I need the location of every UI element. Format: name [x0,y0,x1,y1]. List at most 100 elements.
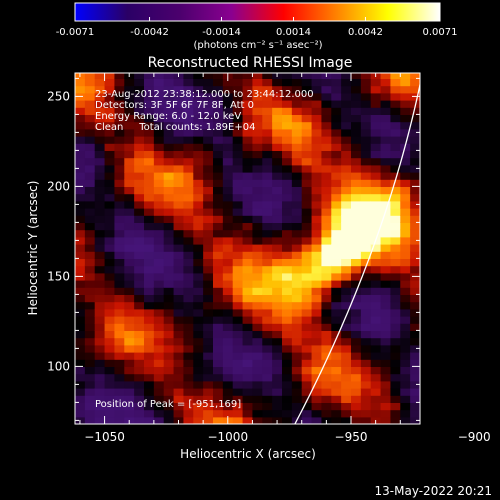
heatmap-cell [153,359,165,367]
heatmap-cell [163,222,175,231]
heatmap-cell [163,208,175,216]
heatmap-cell [94,114,106,123]
heatmap-cell [370,272,382,281]
heatmap-cell [213,380,224,389]
heatmap-cell [252,143,263,151]
heatmap-cell [114,265,125,274]
heatmap-cell [94,337,106,346]
heatmap-cell [213,236,224,245]
heatmap-cell [124,143,135,151]
heatmap-cell [163,200,175,209]
heatmap-cell [252,344,263,353]
heatmap-cell [114,107,125,115]
heatmap-cell [153,157,165,166]
heatmap-cell [252,244,263,252]
heatmap-cell [252,337,263,346]
heatmap-cell [232,164,244,173]
heatmap-cell [400,186,411,195]
heatmap-cell [311,172,323,180]
heatmap-cell [153,73,165,79]
heatmap-cell [262,164,273,173]
heatmap-cell [193,193,204,202]
heatmap-cell [213,272,224,281]
heatmap-cell [173,395,185,403]
heatmap-cell [341,316,352,324]
heatmap-cell [272,294,283,303]
heatmap-cell [193,100,204,108]
heatmap-cell [390,229,401,238]
heatmap-cell [311,373,323,382]
heatmap-cell [400,150,411,159]
heatmap-cell [153,208,165,216]
heatmap-cell [242,380,254,389]
heatmap-cell [163,416,175,424]
heatmap-cell [252,136,263,144]
heatmap-cell [321,172,332,180]
heatmap-cell [390,143,401,151]
heatmap-cell [262,388,273,396]
heatmap-cell [213,164,224,173]
heatmap-cell [75,193,86,202]
heatmap-cell [203,164,214,173]
heatmap-cell [380,373,392,382]
heatmap-cell [193,265,204,274]
heatmap-cell [94,200,106,209]
heatmap-cell [272,128,283,137]
heatmap-cell [272,265,283,274]
heatmap-cell [272,301,283,310]
heatmap-cell [410,215,420,223]
heatmap-cell [272,330,283,339]
heatmap-cell [203,100,214,108]
heatmap-cell [213,186,224,195]
heatmap-cell [144,352,155,360]
heatmap-cell [410,258,420,267]
heatmap-cell [94,265,106,274]
heatmap-cell [252,373,263,382]
heatmap-cell [84,416,96,424]
heatmap-cell [331,186,342,195]
heatmap-cell [242,344,254,353]
heatmap-cell [301,409,313,418]
heatmap-cell [380,409,392,418]
heatmap-cell [301,150,313,159]
heatmap-cell [84,258,96,267]
heatmap-cell [193,179,204,187]
heatmap-cell [173,215,185,223]
heatmap-cell [370,380,382,389]
heatmap-cell [213,251,224,259]
heatmap-cell [311,280,323,288]
heatmap-cell [153,107,165,115]
heatmap-cell [351,186,362,195]
heatmap-cell [144,150,155,159]
heatmap-cell [351,215,362,223]
heatmap-cell [400,323,411,331]
plot-frame [74,72,421,425]
heatmap-cell [301,330,313,339]
heatmap-cell [321,388,332,396]
heatmap-cell [301,114,313,123]
heatmap-cell [291,373,303,382]
heatmap-cell [311,114,323,123]
heatmap-cell [183,107,194,115]
heatmap-cell [311,409,323,418]
heatmap-cell [183,337,194,346]
heatmap-cell [262,179,273,187]
heatmap-cell [252,229,263,238]
heatmap-cell [370,308,382,317]
heatmap-cell [291,301,303,310]
heatmap-cell [390,136,401,144]
heatmap-cell [213,409,224,418]
heatmap-cell [193,337,204,346]
heatmap-cell [203,409,214,418]
heatmap-cell [75,366,86,375]
heatmap-cell [203,352,214,360]
heatmap-cell [311,330,323,339]
heatmap-cell [163,373,175,382]
heatmap-cell [272,236,283,245]
heatmap-cell [153,294,165,303]
solar-limb-curve [294,81,420,424]
heatmap-cell [84,236,96,245]
heatmap-cell [291,157,303,166]
heatmap-cell [222,136,234,144]
heatmap-cell [124,179,135,187]
